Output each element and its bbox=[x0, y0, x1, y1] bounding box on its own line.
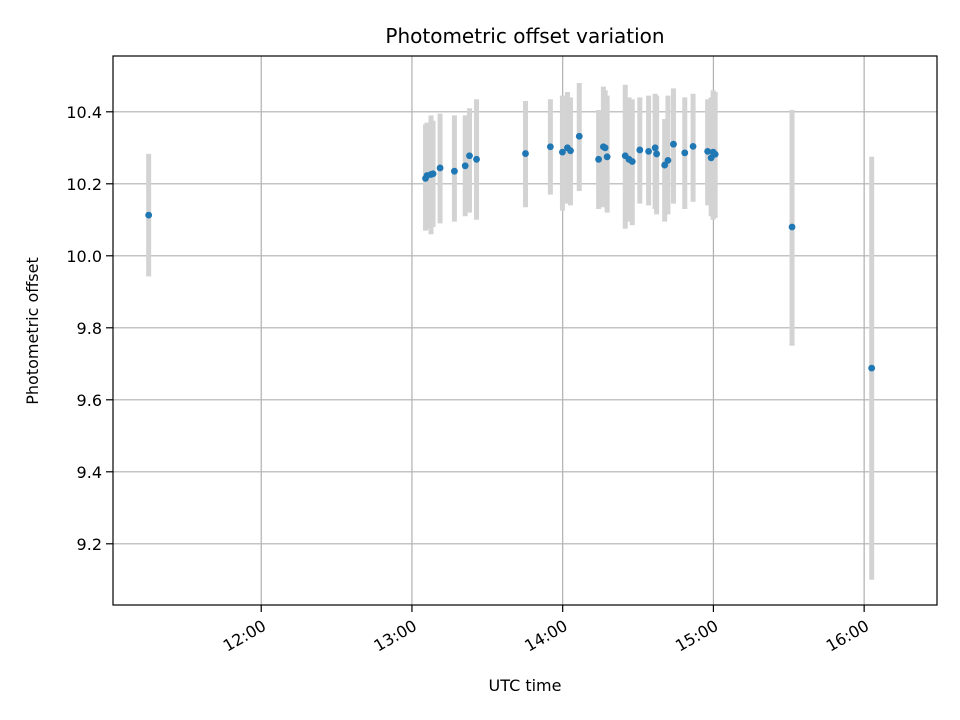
x-axis-label: UTC time bbox=[489, 676, 562, 695]
data-point bbox=[595, 155, 603, 163]
y-axis-ticks: 9.2 9.4 9.6 9.8 10.0 10.2 10.4 bbox=[66, 103, 113, 554]
data-point bbox=[670, 140, 677, 148]
data-point bbox=[651, 144, 659, 152]
data-point bbox=[559, 148, 566, 156]
data-points bbox=[145, 132, 876, 372]
data-point bbox=[436, 164, 444, 172]
chart-title: Photometric offset variation bbox=[385, 24, 664, 48]
data-point bbox=[466, 152, 473, 160]
data-point bbox=[473, 155, 480, 163]
data-point bbox=[546, 143, 554, 151]
data-point bbox=[628, 158, 636, 165]
data-point bbox=[788, 223, 796, 231]
y-tick-label: 10.0 bbox=[66, 247, 102, 266]
y-axis-label: Photometric offset bbox=[23, 257, 42, 405]
data-point bbox=[461, 162, 469, 170]
data-point bbox=[567, 147, 574, 155]
data-point bbox=[451, 167, 458, 175]
data-point bbox=[664, 157, 672, 164]
data-point bbox=[522, 150, 529, 157]
data-point bbox=[681, 149, 689, 157]
data-point bbox=[645, 148, 652, 155]
data-point bbox=[689, 142, 697, 150]
data-point bbox=[704, 148, 712, 155]
data-point bbox=[601, 144, 609, 152]
data-point bbox=[429, 170, 437, 178]
y-tick-label: 10.4 bbox=[66, 103, 102, 122]
plot-frame bbox=[112, 55, 938, 606]
data-point bbox=[653, 150, 661, 158]
data-point bbox=[575, 132, 583, 140]
data-point bbox=[868, 364, 876, 372]
data-point bbox=[145, 211, 153, 219]
data-point bbox=[636, 146, 644, 154]
y-tick-label: 9.4 bbox=[77, 463, 102, 482]
y-tick-label: 10.2 bbox=[66, 175, 102, 194]
y-tick-label: 9.6 bbox=[77, 391, 102, 410]
data-point bbox=[711, 150, 719, 158]
y-tick-label: 9.8 bbox=[77, 319, 102, 338]
y-tick-label: 9.2 bbox=[77, 535, 102, 554]
data-point bbox=[603, 153, 611, 161]
